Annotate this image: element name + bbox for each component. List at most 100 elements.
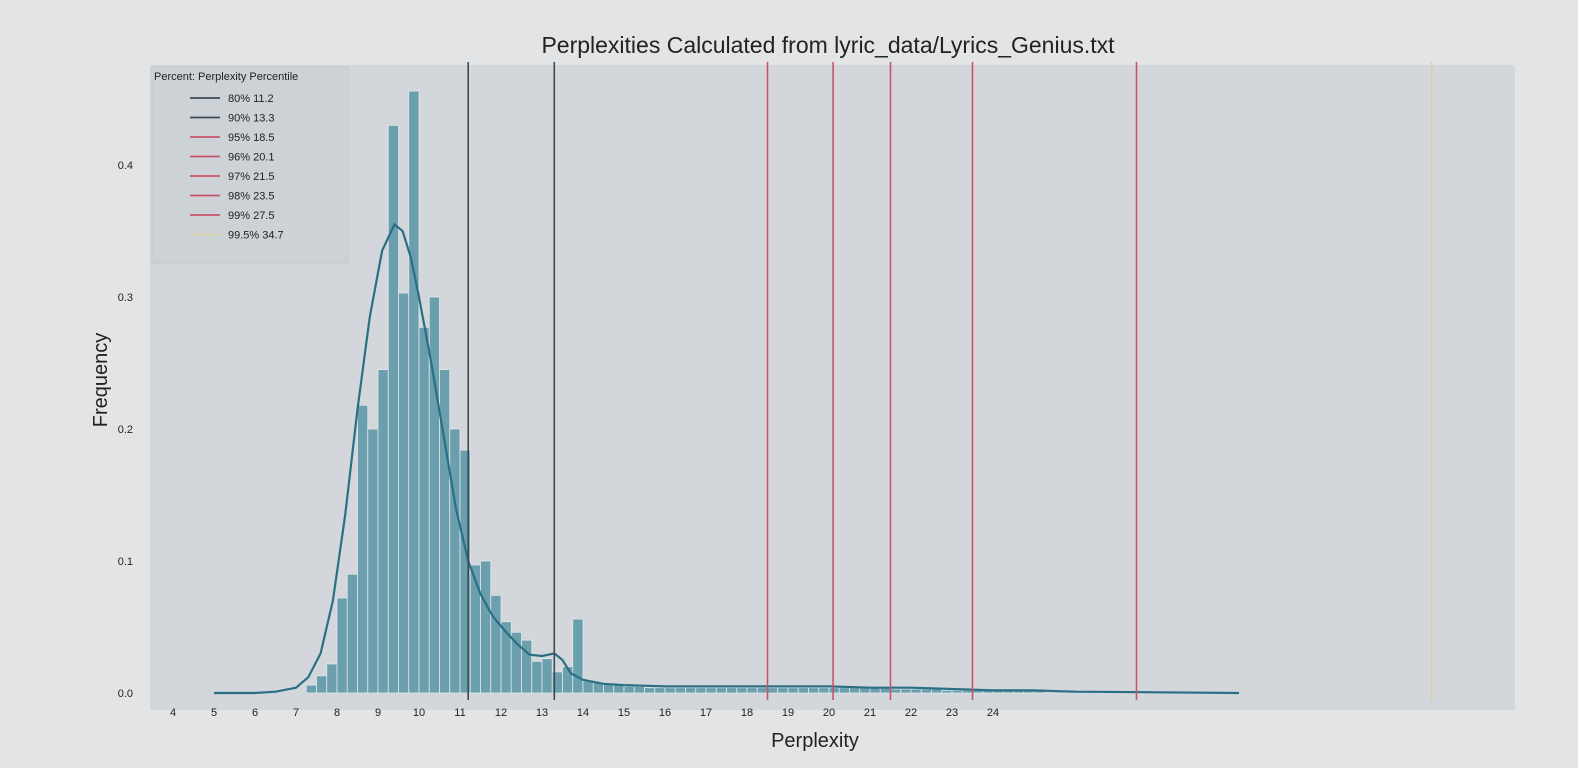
histogram-bar — [849, 687, 861, 694]
histogram-bar — [695, 687, 707, 694]
histogram-bar — [644, 687, 656, 694]
histogram-bar — [746, 687, 758, 694]
histogram-bar — [633, 686, 645, 694]
histogram-bar — [449, 428, 461, 694]
y-axis-ticks: 0.0 0.1 0.2 0.3 0.4 — [118, 160, 133, 700]
legend-title: Percent: Perplexity Percentile — [154, 71, 298, 83]
histogram-bar — [398, 292, 410, 694]
histogram-bar — [623, 686, 635, 694]
x-tick-label: 15 — [618, 707, 630, 719]
histogram-bar — [357, 404, 369, 694]
x-tick-label: 5 — [211, 707, 217, 719]
histogram-bar — [715, 687, 727, 694]
x-axis-ticks: 4 5 6 7 8 9 10 11 12 13 14 15 16 17 18 19 20 21 22 23 24 — [170, 707, 999, 719]
x-tick-label: 19 — [782, 707, 794, 719]
histogram-bar — [377, 369, 389, 694]
y-axis-label: Frequency — [90, 333, 112, 428]
histogram-bar — [808, 687, 820, 694]
histogram-bar — [613, 684, 625, 694]
legend-items: 80% 11.2 90% 13.3 95% 18.5 96% 20.1 97% 21.5… — [190, 93, 284, 242]
histogram-bar — [490, 594, 502, 694]
x-tick-label: 9 — [375, 707, 381, 719]
histogram-bar — [582, 680, 594, 694]
x-tick-label: 24 — [987, 707, 999, 719]
legend-entry: 80% 11.2 — [228, 93, 274, 105]
kde-curve-group — [214, 222, 1240, 695]
histogram-bar — [510, 631, 522, 694]
histogram-bar — [797, 687, 809, 694]
x-tick-label: 23 — [946, 707, 958, 719]
histogram-bar — [756, 687, 768, 694]
x-tick-label: 16 — [659, 707, 671, 719]
histogram-bar — [469, 564, 481, 694]
histogram-bar — [900, 688, 912, 694]
histogram-bar — [828, 687, 840, 694]
x-axis-label: Perplexity — [771, 730, 859, 752]
histogram-bars — [305, 90, 1148, 694]
x-tick-label: 8 — [334, 707, 340, 719]
percentile-lines — [467, 62, 1433, 700]
histogram-bar — [890, 688, 902, 694]
kde-curve — [214, 222, 1240, 695]
histogram-bar — [818, 687, 830, 694]
histogram-bar — [787, 687, 799, 694]
histogram-bar — [685, 687, 697, 694]
x-tick-label: 18 — [741, 707, 753, 719]
legend-entry: 97% 21.5 — [228, 171, 274, 183]
y-tick-label: 0.3 — [118, 292, 133, 304]
histogram-bar — [726, 687, 738, 694]
legend-entry: 99% 27.5 — [228, 210, 274, 222]
legend-entry: 90% 13.3 — [228, 113, 274, 125]
histogram-bar — [562, 666, 574, 694]
histogram-bar — [387, 125, 399, 694]
legend-entry: 95% 18.5 — [228, 132, 274, 144]
histogram-bar — [777, 687, 789, 694]
x-tick-label: 11 — [454, 707, 465, 719]
histogram-bar — [541, 658, 553, 694]
legend-entry: 96% 20.1 — [228, 152, 274, 164]
histogram-bar — [336, 597, 348, 694]
histogram-bar — [305, 684, 317, 694]
histogram-bar — [326, 663, 338, 694]
histogram-bar — [654, 687, 666, 694]
histogram-bar — [767, 687, 779, 694]
x-tick-label: 20 — [823, 707, 835, 719]
x-tick-label: 17 — [700, 707, 712, 719]
histogram-bar — [910, 688, 922, 694]
legend-entry: 98% 23.5 — [228, 191, 274, 203]
histogram-bar — [961, 689, 973, 694]
histogram-bar — [920, 688, 932, 694]
y-tick-label: 0.4 — [118, 160, 133, 172]
x-tick-label: 21 — [864, 707, 876, 719]
histogram-bar — [346, 573, 358, 694]
y-tick-label: 0.2 — [118, 424, 133, 436]
histogram-bar — [572, 618, 584, 694]
x-tick-label: 4 — [170, 707, 176, 719]
y-tick-label: 0.0 — [118, 688, 133, 700]
histogram-bar — [736, 687, 748, 694]
histogram-bar — [951, 689, 963, 694]
legend: Percent: Perplexity Percentile 80% 11.2 9… — [151, 66, 349, 264]
legend-box — [151, 66, 349, 264]
histogram-bar — [941, 689, 953, 694]
histogram-bar — [408, 90, 420, 694]
x-tick-label: 10 — [413, 707, 425, 719]
histogram-bar — [418, 326, 430, 694]
histogram-bar — [674, 687, 686, 694]
x-tick-label: 7 — [293, 707, 299, 719]
x-tick-label: 6 — [252, 707, 258, 719]
histogram-bar — [531, 660, 543, 694]
x-tick-label: 13 — [536, 707, 548, 719]
x-tick-label: 22 — [905, 707, 917, 719]
histogram-bar — [367, 428, 379, 694]
legend-entry: 99.5% 34.7 — [228, 230, 284, 242]
histogram-bar — [316, 675, 328, 694]
x-tick-label: 12 — [495, 707, 507, 719]
histogram-bar — [838, 687, 850, 694]
histogram-bar — [664, 687, 676, 694]
histogram-bar — [480, 560, 492, 694]
x-tick-label: 14 — [577, 707, 589, 719]
y-tick-label: 0.1 — [118, 556, 133, 568]
histogram-bar — [705, 687, 717, 694]
